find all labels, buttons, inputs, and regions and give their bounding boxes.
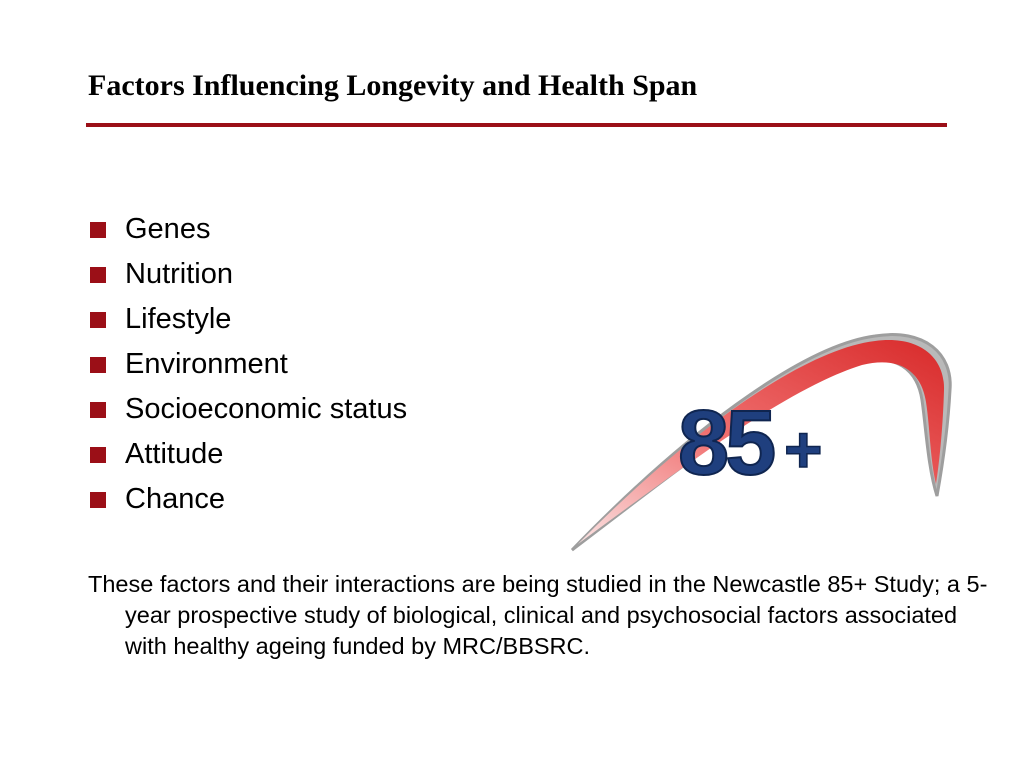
logo-swoosh: [578, 340, 945, 544]
square-bullet-icon: [90, 491, 106, 508]
bullet-item-lifestyle: Lifestyle: [90, 297, 407, 342]
logo-number: 85: [678, 392, 774, 494]
bullet-item-environment: Environment: [90, 342, 407, 387]
bullet-list: Genes Nutrition Lifestyle Environment So…: [90, 207, 407, 522]
bullet-text: Nutrition: [125, 258, 233, 290]
slide-title: Factors Influencing Longevity and Health…: [88, 69, 698, 102]
bullet-text: Lifestyle: [125, 303, 232, 335]
bullet-text: Chance: [125, 483, 225, 515]
square-bullet-icon: [90, 266, 106, 283]
square-bullet-icon: [90, 446, 106, 463]
bullet-text: Socioeconomic status: [125, 393, 408, 425]
logo-plus: +: [784, 412, 823, 486]
bullet-item-attitude: Attitude: [90, 432, 407, 477]
bullet-text: Genes: [125, 213, 211, 245]
bullet-item-nutrition: Nutrition: [90, 252, 407, 297]
bullet-text: Environment: [125, 348, 288, 380]
bullet-text: Attitude: [125, 438, 224, 470]
bullet-item-chance: Chance: [90, 477, 407, 522]
bullet-item-socioeconomic-status: Socioeconomic status: [90, 387, 407, 432]
bullet-item-genes: Genes: [90, 207, 407, 252]
square-bullet-icon: [90, 356, 106, 373]
title-divider: [86, 123, 947, 127]
square-bullet-icon: [90, 401, 106, 418]
study-description: These factors and their interactions are…: [88, 571, 988, 659]
square-bullet-icon: [90, 311, 106, 328]
square-bullet-icon: [90, 221, 106, 238]
newcastle-85-plus-logo: 85 +: [570, 333, 952, 552]
